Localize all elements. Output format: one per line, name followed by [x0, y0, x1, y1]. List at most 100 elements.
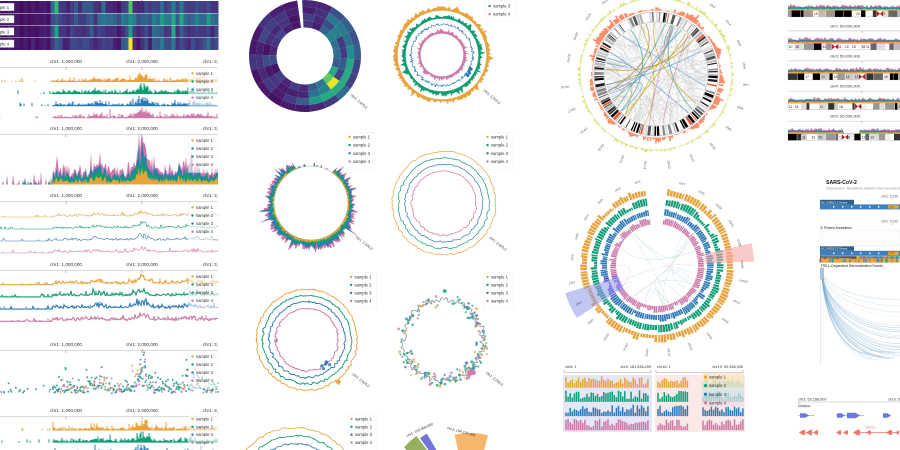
- svg-text:chr1: 2,000,000: chr1: 2,000,000: [126, 126, 158, 131]
- svg-text:chr16: chr16: [579, 126, 588, 134]
- svg-text:chr10: chr10: [708, 142, 716, 151]
- svg-text:chr1: 1,000,000: chr1: 1,000,000: [50, 59, 82, 64]
- svg-text:chr1: 2,000,0: chr1: 2,000,0: [355, 235, 374, 251]
- svg-text:17: 17: [805, 75, 809, 79]
- svg-text:chr15: chr15: [705, 331, 713, 340]
- svg-text:chr1: 2,000,0: chr1: 2,000,0: [482, 88, 500, 105]
- svg-text:chr4: chr4: [583, 214, 590, 222]
- svg-text:chr1: 3,: chr1: 3,: [203, 126, 218, 131]
- svg-text:chr1: chr1: [634, 179, 641, 185]
- svg-text:chr13: chr13: [666, 348, 671, 357]
- svg-text:chr1: 2,000,000: chr1: 2,000,000: [126, 408, 158, 413]
- svg-text:chr21: chr21: [728, 219, 736, 228]
- svg-text:chr1: 1,000,000: chr1: 1,000,000: [50, 342, 82, 347]
- svg-text:ple 2: ple 2: [0, 17, 10, 22]
- svg-text:chr18: chr18: [561, 84, 570, 89]
- svg-text:NC_045512.2 | Sequence: NC_045512.2 | Sequence: [821, 256, 851, 260]
- svg-text:11: 11: [838, 45, 842, 49]
- svg-text:12: 12: [822, 45, 826, 49]
- svg-text:MODless: MODless: [799, 404, 811, 408]
- svg-text:sample 2: sample 2: [355, 282, 373, 287]
- svg-text:sample 4: sample 4: [196, 378, 214, 383]
- svg-text:sample 1: sample 1: [709, 375, 727, 380]
- svg-text:sample 2: sample 2: [353, 143, 371, 148]
- svg-text:13: 13: [839, 136, 843, 140]
- svg-text:11: 11: [820, 105, 824, 109]
- svg-text:sample 2: sample 2: [196, 362, 214, 367]
- svg-text:chr1: 1,000,000: chr1: 1,000,000: [50, 193, 82, 198]
- svg-text:NC_045512.2 Genes: NC_045512.2 Genes: [821, 200, 848, 204]
- svg-text:chr11: chr11: [622, 343, 629, 352]
- svg-text:sample 3: sample 3: [353, 151, 371, 156]
- svg-text:ple 4: ple 4: [0, 42, 10, 47]
- svg-text:chr20: chr20: [572, 32, 579, 41]
- svg-text:18: 18: [839, 105, 843, 109]
- svg-text:chr6: chr6: [570, 254, 574, 261]
- svg-text:chr4: chr4: [725, 19, 732, 27]
- svg-text:chr5: chr5: [574, 233, 580, 240]
- svg-text:NC_045512.2 Genes: NC_045512.2 Genes: [821, 247, 848, 251]
- svg-text:sample 2: sample 2: [196, 282, 214, 287]
- svg-text:chr1: 2,000,0: chr1: 2,000,0: [485, 371, 504, 387]
- svg-text:sample 2: sample 2: [491, 282, 509, 287]
- svg-text:sample 4: sample 4: [196, 229, 214, 234]
- svg-text:chr1: 1,000,000: chr1: 1,000,000: [50, 408, 82, 413]
- svg-text:15: 15: [814, 12, 818, 16]
- svg-text:chr5: chr5: [736, 39, 742, 47]
- svg-text:sample 3: sample 3: [493, 4, 511, 9]
- svg-text:chr1: 3,: chr1: 3,: [203, 193, 218, 198]
- svg-text:sample 2: sample 2: [355, 424, 373, 429]
- svg-text:sample 3: sample 3: [196, 87, 214, 92]
- svg-text:chr15: chr15: [597, 143, 605, 152]
- svg-text:chr1: 1,000,000: chr1: 1,000,000: [50, 262, 82, 267]
- svg-text:chr3: 50,000,000: chr3: 50,000,000: [830, 53, 861, 58]
- svg-text:chr17: chr17: [732, 298, 741, 305]
- svg-text:sample 1: sample 1: [196, 71, 214, 76]
- svg-text:11: 11: [789, 105, 793, 109]
- svg-text:sample 4: sample 4: [196, 440, 214, 445]
- svg-text:chr9: chr9: [725, 125, 733, 132]
- svg-text:chr11: chr11: [689, 154, 696, 163]
- svg-text:sample 2: sample 2: [196, 146, 214, 151]
- svg-text:15: 15: [795, 45, 799, 49]
- svg-text:ple 1: ple 1: [0, 5, 10, 10]
- svg-text:sample 3: sample 3: [709, 392, 727, 397]
- svg-text:chr3: 52,168,000: chr3: 52,168,000: [798, 397, 827, 401]
- svg-text:PER3A: PER3A: [865, 425, 876, 429]
- svg-text:sample 2: sample 2: [196, 424, 214, 429]
- svg-text:COV: COV: [890, 206, 896, 209]
- svg-text:sample 3: sample 3: [196, 221, 214, 226]
- svg-text:sample 4: sample 4: [353, 159, 371, 164]
- svg-text:sample 3: sample 3: [355, 432, 373, 437]
- svg-text:sample 2: sample 2: [709, 383, 727, 388]
- svg-text:sample 1: sample 1: [491, 274, 509, 279]
- svg-text:chr3: 5: chr3: 5: [888, 397, 900, 401]
- svg-text:13: 13: [811, 136, 815, 140]
- svg-text:11: 11: [866, 45, 870, 49]
- svg-text:15: 15: [818, 136, 822, 140]
- svg-text:chr3: chr3: [709, 2, 717, 9]
- svg-text:chr13: chr13: [642, 161, 647, 170]
- svg-text:sample 2: sample 2: [196, 213, 214, 218]
- svg-text:chr1: 2,000,0: chr1: 2,000,0: [488, 236, 507, 252]
- svg-text:chr8: chr8: [736, 105, 744, 111]
- svg-text:13: 13: [821, 75, 825, 79]
- svg-text:chr7: chr7: [743, 82, 750, 87]
- svg-text:chr1: 10,00: chr1: 10,00: [882, 195, 899, 199]
- svg-text:chr14: chr14: [687, 342, 694, 351]
- svg-text:5' Protein Annotation: 5' Protein Annotation: [821, 226, 852, 230]
- svg-text:chr20: chr20: [736, 239, 742, 248]
- svg-text:chr14: chr14: [618, 154, 625, 163]
- svg-text:chr1: 3,: chr1: 3,: [203, 59, 218, 64]
- svg-text:sample 4: sample 4: [491, 298, 509, 303]
- svg-text:chr10: chr10: [602, 333, 610, 342]
- svg-text:chr18: chr18: [739, 278, 748, 284]
- svg-text:sample 3: sample 3: [196, 290, 214, 295]
- svg-text:18: 18: [852, 45, 856, 49]
- svg-text:chr21: chr21: [584, 12, 592, 21]
- svg-text:sample 3: sample 3: [196, 154, 214, 159]
- svg-text:chr22: chr22: [714, 202, 723, 211]
- svg-text:chr19: chr19: [740, 260, 744, 268]
- svg-text:sample 1: sample 1: [196, 416, 214, 421]
- svg-text:sample 3: sample 3: [196, 432, 214, 437]
